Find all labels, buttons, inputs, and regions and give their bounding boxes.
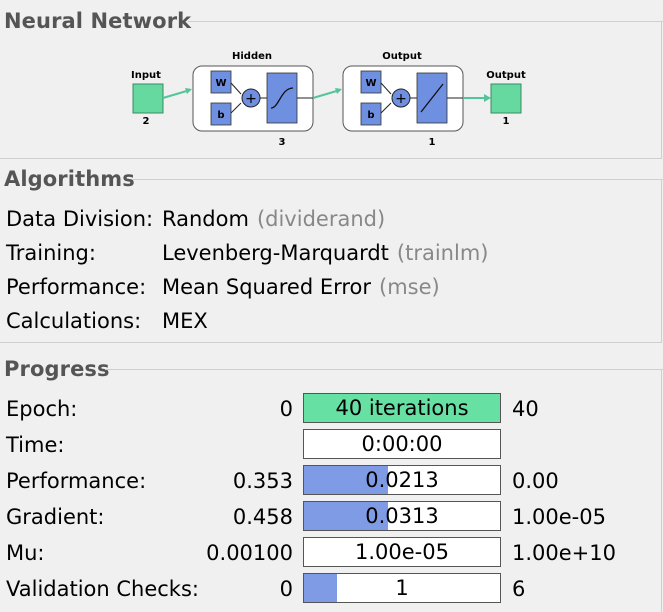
hidden-weight-symbol: W bbox=[215, 78, 226, 89]
validation-checks-progress-text: 1 bbox=[395, 576, 409, 600]
input-size: 2 bbox=[143, 116, 150, 127]
panel-border bbox=[132, 179, 663, 180]
data-division-code: (dividerand) bbox=[256, 207, 386, 231]
plus-icon: + bbox=[245, 91, 257, 107]
input-label: Input bbox=[131, 70, 161, 81]
performance-max: 0.00 bbox=[512, 469, 559, 493]
validation-checks-label: Validation Checks: bbox=[6, 577, 199, 601]
panel-border bbox=[188, 21, 663, 22]
gradient-label: Gradient: bbox=[6, 505, 105, 529]
performance-name: Mean Squared Error bbox=[162, 275, 372, 299]
panel-border bbox=[0, 342, 662, 343]
output-layer-size: 1 bbox=[429, 137, 436, 148]
epoch-max: 40 bbox=[512, 397, 539, 421]
output-bias-block bbox=[360, 102, 382, 126]
data-division-name: Random bbox=[162, 207, 249, 231]
hidden-bias-symbol: b bbox=[217, 110, 224, 121]
mu-progress-bar: 1.00e-05 bbox=[303, 537, 501, 567]
epoch-label: Epoch: bbox=[6, 397, 78, 421]
mu-max: 1.00e+10 bbox=[512, 541, 616, 565]
input-box bbox=[132, 83, 164, 114]
validation-checks-progress-bar: 1 bbox=[303, 573, 501, 603]
training-code: (trainlm) bbox=[396, 241, 489, 265]
data-division-value: Random (dividerand) bbox=[162, 206, 385, 232]
panel-border bbox=[661, 21, 662, 158]
plus-icon: + bbox=[395, 91, 407, 107]
epoch-progress-fill bbox=[304, 394, 500, 422]
arrow-head-icon bbox=[185, 88, 192, 94]
validation-checks-max: 6 bbox=[512, 577, 526, 601]
hidden-layer-size: 3 bbox=[279, 137, 286, 148]
epoch-progress-text: 40 iterations bbox=[335, 396, 469, 420]
mu-min: 0.00100 bbox=[206, 541, 293, 565]
data-division-label: Data Division: bbox=[6, 207, 154, 231]
epoch-progress-bar: 40 iterations bbox=[303, 393, 501, 423]
panel-border bbox=[0, 158, 662, 159]
output-weight-block bbox=[360, 70, 382, 94]
output-layer-label: Output bbox=[382, 51, 422, 62]
connection-line bbox=[380, 82, 392, 95]
performance-progress-bar: 0.0213 bbox=[303, 465, 501, 495]
gradient-progress-bar: 0.0313 bbox=[303, 501, 501, 531]
tansig-icon bbox=[270, 87, 294, 109]
gradient-max: 1.00e-05 bbox=[512, 505, 606, 529]
hidden-weight-block bbox=[210, 70, 232, 94]
hidden-layer-label: Hidden bbox=[232, 51, 272, 62]
calculations-label: Calculations: bbox=[6, 309, 142, 333]
neural-network-title: Neural Network bbox=[4, 9, 192, 33]
output-weight-symbol: W bbox=[365, 78, 376, 89]
hidden-bias-block bbox=[210, 102, 232, 126]
performance-progress-text: 0.0213 bbox=[365, 468, 439, 492]
performance-label: Performance: bbox=[6, 275, 147, 299]
output-size: 1 bbox=[503, 116, 510, 127]
network-diagram: Input 2 Hidden W b + 3 Output W b + 1 Ou… bbox=[131, 51, 526, 148]
connection-arrow bbox=[162, 89, 191, 99]
mu-label: Mu: bbox=[6, 541, 45, 565]
gradient-progress-fill bbox=[304, 502, 389, 530]
arrow-head-icon bbox=[335, 88, 342, 94]
calculations-value: MEX bbox=[162, 309, 208, 333]
time-label: Time: bbox=[6, 433, 65, 457]
arrow-head-icon bbox=[484, 94, 491, 102]
training-name: Levenberg-Marquardt bbox=[162, 241, 389, 265]
purelin-icon bbox=[420, 83, 444, 113]
performance-code: (mse) bbox=[379, 275, 440, 299]
performance-min: 0.353 bbox=[232, 469, 293, 493]
output-label: Output bbox=[486, 70, 526, 81]
connection-arrow bbox=[312, 89, 341, 99]
training-label: Training: bbox=[6, 241, 96, 265]
output-bias-symbol: b bbox=[367, 110, 374, 121]
progress-title: Progress bbox=[4, 357, 110, 381]
validation-checks-progress-fill bbox=[304, 574, 337, 602]
connection-line bbox=[230, 102, 242, 114]
output-box bbox=[490, 83, 522, 114]
epoch-min: 0 bbox=[279, 397, 293, 421]
panel-border bbox=[661, 179, 662, 342]
panel-border bbox=[105, 369, 663, 370]
training-value: Levenberg-Marquardt (trainlm) bbox=[162, 240, 488, 266]
gradient-progress-text: 0.0313 bbox=[365, 504, 439, 528]
validation-checks-min: 0 bbox=[279, 577, 293, 601]
gradient-min: 0.458 bbox=[232, 505, 293, 529]
connection-line bbox=[230, 82, 242, 95]
performance-progress-label: Performance: bbox=[6, 469, 147, 493]
algorithms-title: Algorithms bbox=[4, 167, 135, 191]
performance-progress-fill bbox=[304, 466, 389, 494]
time-progress-bar: 0:00:00 bbox=[303, 429, 501, 459]
time-progress-text: 0:00:00 bbox=[361, 432, 443, 456]
hidden-transfer-block bbox=[266, 72, 298, 124]
performance-value: Mean Squared Error (mse) bbox=[162, 274, 440, 300]
connection-line bbox=[380, 102, 392, 114]
panel-border bbox=[661, 369, 662, 612]
mu-progress-text: 1.00e-05 bbox=[355, 540, 449, 564]
